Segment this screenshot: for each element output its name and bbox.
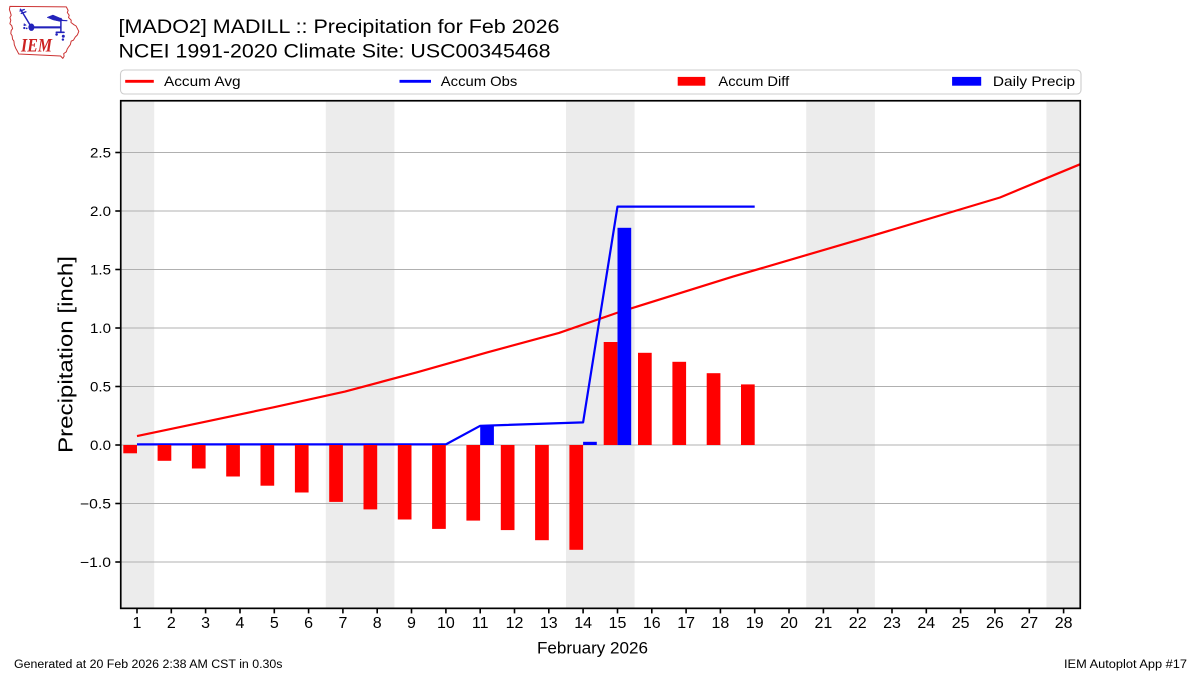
svg-text:[MADO2] MADILL :: Precipitatio: [MADO2] MADILL :: Precipitation for Feb …: [119, 17, 560, 38]
svg-text:Daily Precip: Daily Precip: [993, 73, 1075, 89]
svg-text:14: 14: [574, 615, 592, 632]
svg-text:10: 10: [437, 615, 455, 632]
svg-text:11: 11: [472, 615, 489, 632]
svg-text:13: 13: [540, 615, 558, 632]
svg-text:IEM Autoplot App #17: IEM Autoplot App #17: [1064, 659, 1187, 671]
svg-text:12: 12: [506, 615, 524, 632]
svg-text:−0.5: −0.5: [80, 495, 111, 511]
svg-text:Accum Avg: Accum Avg: [164, 73, 241, 89]
svg-text:8: 8: [373, 615, 382, 632]
svg-text:27: 27: [1020, 615, 1038, 632]
svg-text:28: 28: [1055, 615, 1073, 632]
svg-text:24: 24: [917, 615, 935, 632]
svg-text:18: 18: [712, 615, 730, 632]
svg-text:1: 1: [133, 615, 142, 632]
svg-text:4: 4: [236, 615, 245, 632]
svg-text:25: 25: [952, 615, 970, 632]
svg-text:2.5: 2.5: [90, 144, 111, 160]
svg-text:Precipitation [inch]: Precipitation [inch]: [56, 256, 78, 453]
svg-text:15: 15: [609, 615, 627, 632]
svg-text:Generated at 20 Feb 2026 2:38: Generated at 20 Feb 2026 2:38 AM CST in …: [14, 659, 283, 671]
svg-text:−1.0: −1.0: [80, 554, 111, 570]
svg-text:Accum Diff: Accum Diff: [718, 73, 789, 89]
svg-text:3: 3: [201, 615, 210, 632]
svg-text:5: 5: [270, 615, 279, 632]
svg-text:16: 16: [643, 615, 661, 632]
svg-text:9: 9: [407, 615, 416, 632]
svg-text:22: 22: [849, 615, 867, 632]
svg-text:2.0: 2.0: [90, 203, 111, 219]
svg-text:19: 19: [746, 615, 764, 632]
svg-text:26: 26: [986, 615, 1004, 632]
svg-text:21: 21: [815, 615, 833, 632]
svg-text:17: 17: [677, 615, 695, 632]
svg-text:NCEI 1991-2020 Climate Site: U: NCEI 1991-2020 Climate Site: USC00345468: [119, 42, 551, 63]
svg-text:February 2026: February 2026: [537, 639, 648, 658]
svg-text:0.0: 0.0: [90, 437, 111, 453]
svg-text:0.5: 0.5: [90, 378, 111, 394]
svg-text:6: 6: [304, 615, 313, 632]
svg-text:Accum Obs: Accum Obs: [441, 73, 518, 89]
svg-text:IEM: IEM: [20, 36, 53, 57]
svg-text:20: 20: [780, 615, 798, 632]
svg-text:2: 2: [167, 615, 176, 632]
svg-text:7: 7: [338, 615, 347, 632]
svg-text:1.5: 1.5: [90, 261, 111, 277]
svg-text:1.0: 1.0: [90, 320, 111, 336]
svg-text:23: 23: [883, 615, 901, 632]
